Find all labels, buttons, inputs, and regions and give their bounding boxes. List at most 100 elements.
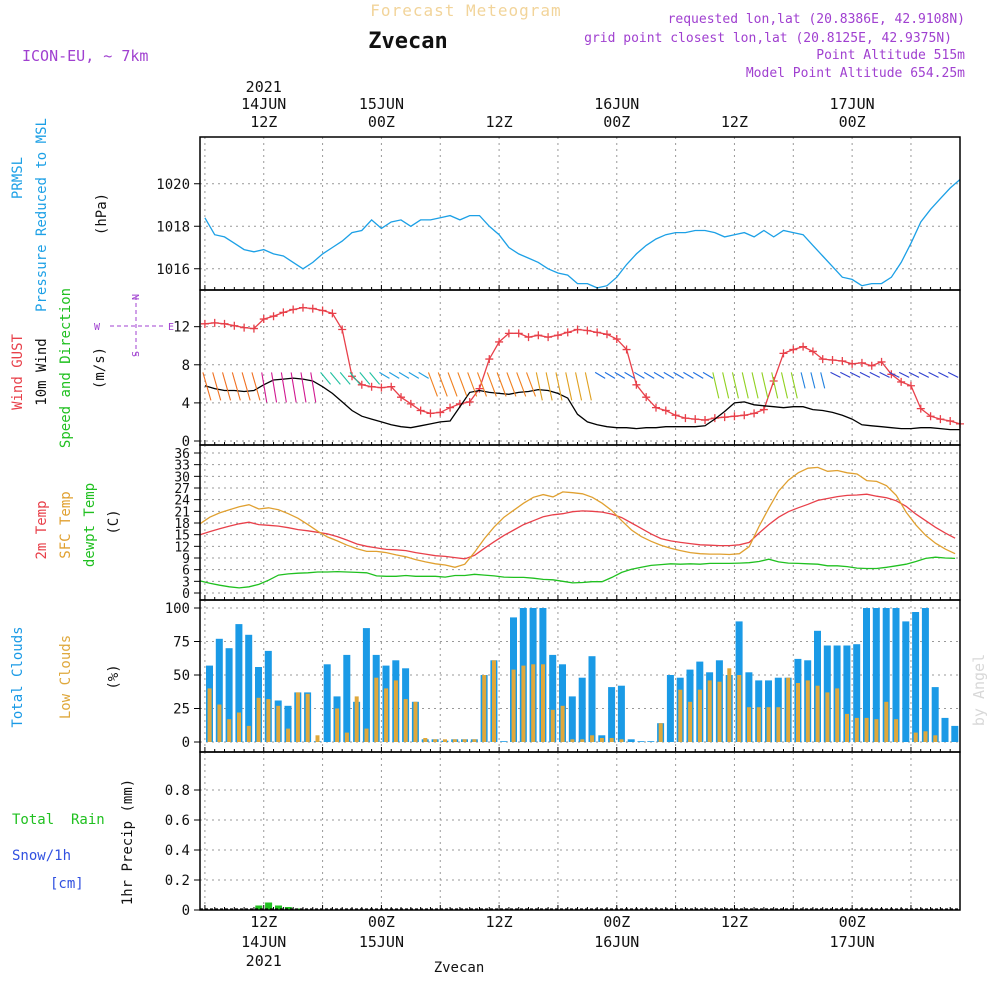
location-title: Zvecan [368, 29, 447, 54]
wind-arrow [663, 371, 675, 379]
wind-arrow [408, 371, 420, 379]
wind-arrow [643, 371, 655, 379]
wind-arrow [447, 372, 458, 397]
low-cloud-bar [227, 719, 232, 742]
dewpt-temp-line [199, 556, 956, 589]
snow-unit-label: [cm] [50, 876, 84, 892]
total-cloud-bar [902, 621, 910, 742]
wind-arrow [849, 371, 861, 378]
wind-arrow [369, 372, 381, 385]
gust-marker [406, 399, 415, 408]
gust-marker [240, 323, 249, 332]
low-cloud-bar [560, 705, 565, 742]
gust-marker [357, 380, 366, 389]
wind-arrow [604, 371, 616, 379]
bottom-tick-hour: 12Z [250, 913, 277, 931]
sfc-temp-label: SFC Temp [58, 491, 74, 558]
wind-arrow [673, 371, 684, 379]
low-cloud-bar [207, 688, 212, 742]
gust-marker [298, 303, 307, 312]
low-cloud-bar [776, 707, 781, 742]
rain-bar [275, 905, 282, 910]
wind-unit: (m/s) [92, 347, 108, 389]
compass-w: W [94, 322, 101, 333]
wind-arrow [741, 372, 749, 399]
low-cloud-bar [354, 696, 359, 742]
pressure-unit: (hPa) [94, 193, 110, 235]
total-cloud-bar [931, 687, 939, 742]
ytick-label: 30 [174, 470, 190, 485]
wind-arrow [241, 372, 251, 401]
wind-arrow [712, 372, 720, 399]
low-cloud-bar [580, 739, 585, 742]
gust-marker [867, 361, 876, 370]
gust-marker [720, 413, 729, 422]
top-tick-hour: 00Z [603, 113, 630, 131]
gust-marker [936, 415, 945, 424]
low-cloud-bar [550, 709, 555, 742]
cloud-panel-labels: Total Clouds Low Clouds (%) [10, 626, 122, 727]
gust-marker [642, 393, 651, 402]
gust-marker [593, 328, 602, 337]
gust-marker [612, 335, 621, 344]
wind-arrow [212, 372, 222, 401]
ytick-label: 21 [174, 505, 190, 520]
low-cloud-bar [835, 688, 840, 742]
ytick-label: 50 [173, 668, 190, 684]
wind-arrow [840, 371, 851, 378]
wind-arrow [614, 371, 626, 379]
ytick-label: 12 [174, 540, 190, 555]
total-cloud-bar [323, 664, 331, 742]
gust-marker [681, 414, 690, 423]
gust-marker [661, 406, 670, 415]
top-tick-date: 16JUN [594, 95, 639, 113]
gust-marker [534, 331, 543, 340]
low-clouds-label: Low Clouds [58, 635, 74, 719]
low-cloud-bar [423, 738, 428, 742]
ytick-label: 0 [182, 735, 190, 751]
gust-marker [367, 382, 376, 391]
bottom-tick-hour: 00Z [839, 913, 866, 931]
gust-marker [750, 409, 759, 418]
gust-marker [338, 325, 347, 334]
wind-arrow [653, 371, 665, 379]
low-cloud-bar [609, 738, 614, 742]
low-cloud-bar [364, 728, 369, 742]
total-cloud-bar [235, 624, 243, 742]
wind-arrow [437, 372, 448, 397]
top-tick-hour: 00Z [368, 113, 395, 131]
wind-arrow [908, 371, 920, 378]
wind-arrow [859, 371, 871, 378]
ytick-label: 6 [182, 564, 190, 579]
gust-marker [544, 333, 553, 342]
total-cloud-bar [549, 654, 557, 742]
total-cloud-bar [853, 644, 861, 742]
gust-marker [377, 383, 386, 392]
pressure-panel-labels: PRMSL Pressure Reduced to MSL (hPa) [10, 118, 110, 312]
model-altitude: Model Point Altitude 654.25m [746, 66, 965, 81]
total-cloud-bar [627, 739, 635, 742]
gust-marker [289, 305, 298, 314]
model-label: ICON-EU, ~ 7km [22, 47, 148, 65]
gust-marker [691, 415, 700, 424]
low-cloud-bar [237, 712, 241, 742]
low-cloud-bar [805, 680, 810, 742]
ytick-label: 0 [182, 903, 190, 919]
wind-arrow [731, 372, 739, 399]
wind10m-label: 10m Wind [34, 338, 50, 405]
gust-marker [857, 358, 866, 367]
top-tick-date: 14JUN [241, 95, 286, 113]
wind-arrow [221, 372, 232, 401]
gust-marker [759, 405, 768, 414]
ytick-label: 24 [174, 494, 190, 509]
low-cloud-bar [717, 681, 722, 742]
gust-marker [789, 345, 798, 354]
wind-arrow [545, 372, 553, 401]
wind-arrow [457, 372, 468, 397]
low-cloud-bar [599, 738, 604, 742]
gust-marker [348, 372, 356, 381]
gust-marker [200, 319, 209, 328]
total-rain-label: Total Rain [12, 812, 105, 828]
gust-marker [446, 403, 455, 412]
